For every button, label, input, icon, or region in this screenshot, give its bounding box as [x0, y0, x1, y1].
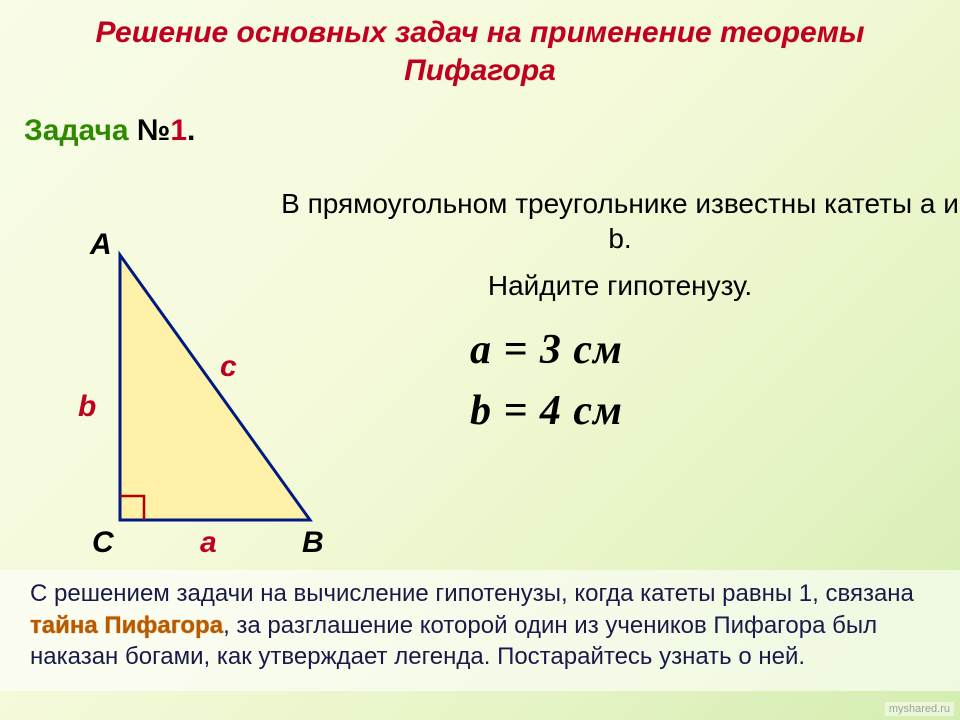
side-c-label: c	[220, 350, 237, 384]
equation-b: b = 4 см	[470, 381, 623, 442]
equation-a: a = 3 см	[470, 320, 623, 381]
vertex-A: A	[90, 228, 112, 262]
note-highlight: тайна Пифагора	[30, 612, 223, 639]
given-equations: a = 3 см b = 4 см	[470, 320, 623, 442]
vertex-B: B	[302, 526, 324, 560]
watermark: myshared.ru	[885, 702, 954, 716]
footer-note: С решением задачи на вычисление гипотену…	[0, 570, 960, 691]
problem-line-2: Найдите гипотенузу.	[280, 268, 960, 303]
side-a-label: a	[200, 526, 217, 560]
triangle-shape	[120, 255, 310, 520]
task-word: Задача	[24, 114, 137, 147]
task-number: №1.	[137, 114, 195, 147]
vertex-C: C	[92, 526, 114, 560]
triangle-svg	[70, 230, 360, 560]
page-title: Решение основных задач на применение тео…	[0, 0, 960, 95]
problem-statement: В прямоугольном треугольнике известны ка…	[280, 186, 960, 303]
task-label: Задача №1.	[24, 114, 195, 148]
side-b-label: b	[78, 390, 96, 424]
problem-line-1: В прямоугольном треугольнике известны ка…	[281, 188, 959, 254]
note-pre: С решением задачи на вычисление гипотену…	[30, 580, 914, 607]
triangle-diagram: A C B b a c	[70, 230, 360, 560]
